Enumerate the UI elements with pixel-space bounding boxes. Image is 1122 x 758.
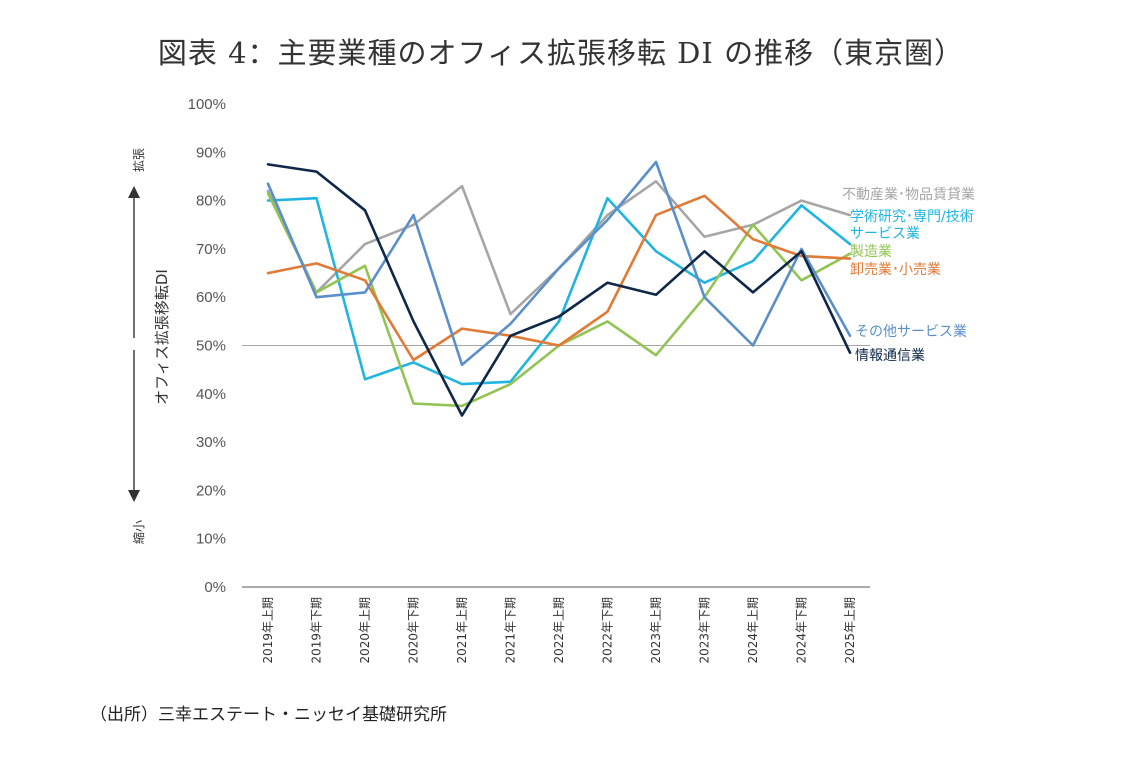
- x-tick-label: 2022年下期: [601, 597, 615, 664]
- x-tick-label: 2025年上期: [843, 597, 857, 664]
- series-label: 卸売業･小売業: [850, 262, 941, 278]
- series-label: その他サービス業: [855, 324, 967, 340]
- y-tick-label: 100%: [188, 96, 226, 113]
- y-tick-label: 30%: [196, 434, 226, 451]
- series-line: [266, 196, 852, 386]
- chart-title: 図表 4：主要業種のオフィス拡張移転 DI の推移（東京圏）: [157, 36, 965, 70]
- x-tick-labels: 2019年上期 2019年下期 2020年上期 2020年下期 2021年上期 2021年…: [261, 597, 857, 664]
- x-tick-label: 2024年下期: [795, 597, 809, 664]
- x-tick-label: 2019年下期: [310, 597, 324, 664]
- side-label-top: 拡張: [132, 148, 146, 172]
- series-line: [266, 160, 852, 367]
- series-labels: 不動産業･物品賃貸業学術研究･専門/技術サービス業製造業卸売業･小売業その他サー…: [842, 187, 975, 364]
- series-lines: [266, 160, 852, 417]
- y-tick-label: 80%: [196, 193, 226, 210]
- x-tick-label: 2021年上期: [455, 597, 469, 664]
- y-tick-label: 50%: [196, 338, 226, 355]
- y-tick-label: 0%: [204, 579, 226, 596]
- series-label: 学術研究･専門/技術: [850, 209, 974, 225]
- shrink-arrow-head: [128, 490, 140, 502]
- series-line: [266, 163, 852, 417]
- series-label: 製造業: [850, 244, 892, 260]
- y-tick-label: 90%: [196, 144, 226, 161]
- y-tick-label: 40%: [196, 386, 226, 403]
- x-tick-label: 2020年下期: [407, 597, 421, 664]
- x-tick-label: 2020年上期: [358, 597, 372, 664]
- x-tick-label: 2021年下期: [504, 597, 518, 664]
- expand-arrow-head: [128, 186, 140, 198]
- y-tick-label: 70%: [196, 241, 226, 258]
- series-label: 不動産業･物品賃貸業: [842, 187, 975, 203]
- y-tick-label: 10%: [196, 531, 226, 548]
- y-tick-label: 20%: [196, 482, 226, 499]
- y-tick-label: 60%: [196, 289, 226, 306]
- x-tick-label: 2024年上期: [746, 597, 760, 664]
- x-tick-label: 2023年下期: [698, 597, 712, 664]
- series-line: [266, 194, 852, 362]
- source-note: （出所）三幸エステート・ニッセイ基礎研究所: [90, 705, 447, 725]
- side-label-bottom: 縮小: [131, 520, 146, 544]
- x-tick-label: 2023年上期: [649, 597, 663, 664]
- y-axis-title: オフィス拡張移転DI: [153, 269, 171, 405]
- series-label: サービス業: [850, 226, 920, 242]
- x-tick-label: 2022年上期: [552, 597, 566, 664]
- series-label: 情報通信業: [855, 348, 925, 364]
- series-line: [266, 192, 852, 408]
- x-tick-label: 2019年上期: [261, 597, 275, 664]
- y-tick-labels: 0% 10% 20% 30% 40% 50% 60% 70% 80% 90% 100%: [188, 96, 226, 596]
